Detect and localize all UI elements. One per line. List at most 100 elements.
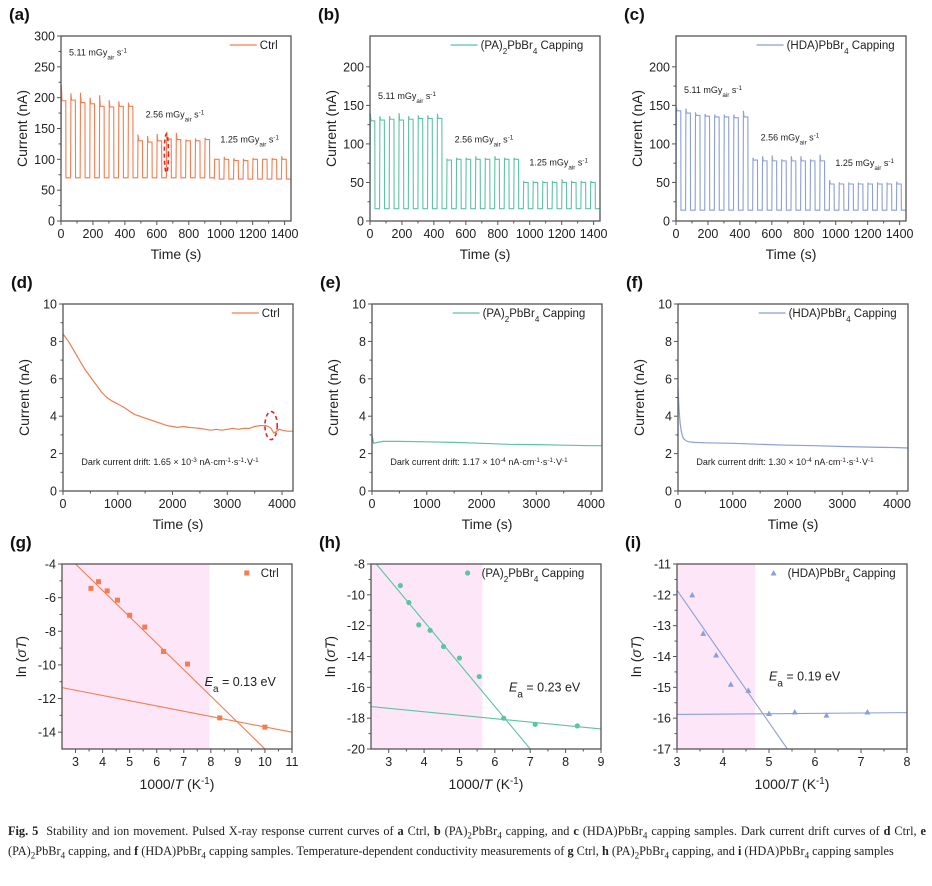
x-tick-label: 1000 — [719, 497, 747, 511]
y-tick-label: -8 — [354, 558, 365, 572]
caption-subscript: 2 — [467, 830, 472, 841]
ea-value: = 0.19 eV — [783, 670, 841, 684]
fit-line — [62, 687, 292, 733]
drift-annotation-part: ·s — [540, 457, 548, 467]
axes-frame — [61, 563, 293, 750]
legend-label: (HDA)PbBr4 Capping — [789, 308, 897, 324]
dose-label: 2.56 mGyair s-1 — [146, 109, 205, 123]
dose-label: 2.56 mGyair s-1 — [455, 134, 514, 148]
x-tick-label: 8 — [904, 755, 911, 769]
y-axis-label: ln (σT) — [628, 636, 644, 677]
x-axis-label: Time (s) — [766, 246, 817, 262]
y-tick-label: 8 — [50, 335, 57, 349]
x-tick-label: 0 — [675, 497, 682, 511]
panel-label-i: (i) — [625, 533, 641, 552]
caption-body: Pulsed X-ray response current curves of … — [8, 824, 926, 861]
x-axis-label-part: T — [790, 776, 800, 792]
x-tick-label: 3000 — [522, 497, 550, 511]
data-point — [185, 661, 191, 667]
ea-symbol: E — [769, 670, 778, 684]
caption-text: (PA) — [608, 843, 635, 858]
caption-text: PbBr — [639, 843, 665, 858]
caption-text: capping samples. Dark current drift curv… — [647, 824, 884, 838]
x-tick-label: 1400 — [886, 227, 914, 241]
caption-subscript: 2 — [30, 850, 36, 861]
caption-text: PbBr — [471, 824, 498, 838]
drift-annotation-part: -1 — [534, 456, 540, 463]
x-axis-label-part: (K — [183, 776, 202, 792]
legend-label-part: Capping — [850, 568, 896, 580]
x-axis-label-part: ) — [825, 776, 830, 792]
x-tick-label: 7 — [180, 755, 187, 769]
x-tick-label: 600 — [455, 227, 476, 241]
drift-annotation-part: -1 — [868, 456, 874, 463]
legend-label-part: (PA) — [482, 568, 504, 580]
shaded-region — [371, 564, 483, 749]
x-tick-label: 1000 — [413, 497, 441, 511]
y-axis-label-part: ) — [628, 636, 644, 641]
caption-panel-ref: d — [883, 824, 891, 838]
x-axis-label-part: -1 — [201, 776, 210, 787]
data-point — [864, 709, 871, 715]
legend-label: (HDA)PbBr4 Capping — [787, 40, 895, 56]
legend-label-part: 4 — [844, 47, 849, 56]
dose-label-part: -1 — [430, 91, 436, 98]
figure-caption: Fig. 5 Stability and ion movement. Pulse… — [8, 824, 926, 864]
caption-subscript: 4 — [642, 830, 648, 841]
y-tick-label: 6 — [665, 372, 672, 386]
data-point — [406, 599, 412, 606]
y-tick-label: -17 — [653, 743, 671, 757]
x-tick-label: 5 — [456, 755, 463, 769]
dose-label-part: air — [185, 116, 192, 123]
x-tick-label: 600 — [146, 227, 167, 241]
caption-text: capping samples. Temperature-dependent c… — [205, 843, 568, 858]
dose-label-part: 1.25 mGy — [220, 134, 260, 144]
legend-label-part: Capping — [849, 40, 895, 52]
x-tick-label: 0 — [369, 497, 376, 511]
caption-subscript: 4 — [201, 850, 206, 861]
data-point — [96, 579, 102, 585]
caption-fig-label: Fig. 5 — [8, 824, 39, 838]
dose-label-part: 5.11 mGy — [69, 47, 108, 57]
x-tick-label: 1000 — [516, 227, 544, 241]
dose-label-part: s — [575, 157, 583, 167]
legend-label-part: Ctrl — [262, 308, 280, 320]
dose-label-part: air — [259, 141, 266, 148]
plot-area — [63, 333, 293, 434]
caption-text: (PA) — [8, 843, 31, 858]
data-point — [532, 721, 538, 727]
data-point — [501, 715, 507, 721]
y-tick-label: 50 — [41, 184, 55, 198]
legend-label-part: 4 — [533, 47, 538, 56]
dose-label-part: air — [107, 54, 114, 61]
dose-label-part: s — [266, 134, 274, 144]
dose-label-part: 2.56 mGy — [761, 133, 801, 143]
legend-label-part: Ctrl — [260, 40, 278, 52]
data-point — [766, 710, 772, 717]
axes-frame — [369, 35, 601, 222]
x-tick-label: 3000 — [213, 497, 241, 511]
dose-label-part: 2.56 mGy — [455, 134, 495, 144]
ea-symbol: E — [509, 681, 518, 695]
panel-label-c: (c) — [624, 5, 645, 24]
dark-current-line — [678, 388, 908, 449]
data-point — [160, 648, 166, 654]
dose-label: 1.25 mGyair s-1 — [220, 134, 279, 148]
legend-label-part: PbBr — [508, 568, 534, 580]
panel-label-g: (g) — [10, 533, 32, 552]
panel-label-b: (b) — [318, 5, 340, 24]
dose-label-part: air — [722, 91, 729, 98]
y-tick-label: 200 — [34, 91, 55, 105]
x-tick-label: 0 — [58, 227, 65, 241]
x-axis-label-part: -1 — [510, 776, 519, 787]
x-tick-label: 600 — [761, 227, 782, 241]
dose-label-part: s — [192, 110, 200, 120]
caption-text: (HDA)PbBr — [578, 824, 643, 838]
dose-label-part: air — [800, 139, 807, 146]
ea-value: = 0.23 eV — [523, 681, 581, 695]
y-tick-label: -20 — [347, 743, 365, 757]
y-axis-label: Current (nA) — [629, 90, 645, 167]
y-tick-label: 0 — [665, 485, 672, 499]
x-tick-label: 4000 — [268, 497, 296, 511]
legend-label-part: 4 — [845, 575, 850, 584]
